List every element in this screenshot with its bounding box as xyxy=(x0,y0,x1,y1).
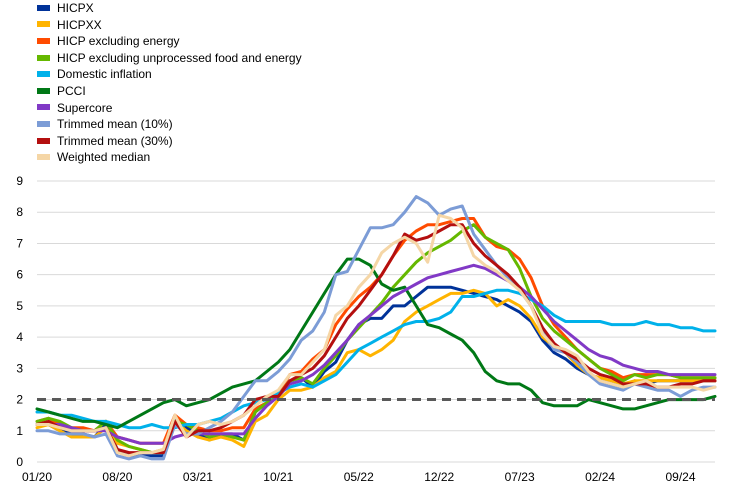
legend-swatch xyxy=(37,38,50,45)
legend-label: Trimmed mean (10%) xyxy=(57,117,173,132)
x-tick-label: 05/22 xyxy=(344,470,374,484)
legend-label: HICPX xyxy=(57,1,94,15)
y-tick-label: 4 xyxy=(16,330,23,344)
grid-lines xyxy=(37,180,715,463)
x-tick-label: 03/21 xyxy=(183,470,213,484)
legend-swatch xyxy=(37,104,50,111)
legend-label: HICP excluding energy xyxy=(57,34,180,49)
legend-label: Supercore xyxy=(57,100,113,115)
legend-item: HICP excluding energy xyxy=(37,33,302,50)
y-tick-label: 8 xyxy=(16,205,23,219)
legend-item: HICPX xyxy=(37,0,302,17)
x-tick-label: 02/24 xyxy=(585,470,615,484)
legend-swatch xyxy=(37,21,50,28)
legend-item: PCCI xyxy=(37,83,302,100)
y-axis-tick-labels: 0 1 2 3 4 5 6 7 8 9 xyxy=(16,174,23,469)
y-tick-label: 3 xyxy=(16,361,23,375)
legend-swatch xyxy=(37,4,50,11)
legend-label: Trimmed mean (30%) xyxy=(57,133,173,148)
y-tick-label: 5 xyxy=(16,299,23,313)
legend-label: Domestic inflation xyxy=(57,67,152,82)
legend-swatch xyxy=(37,154,50,161)
series-line xyxy=(35,288,717,430)
x-tick-label: 12/22 xyxy=(424,470,454,484)
legend-swatch xyxy=(37,71,50,78)
legend-label: HICP excluding unprocessed food and ener… xyxy=(57,50,302,65)
y-tick-label: 6 xyxy=(16,268,23,282)
legend-item: HICPXX xyxy=(37,17,302,34)
legend-item: Weighted median xyxy=(37,149,302,166)
y-tick-label: 2 xyxy=(16,393,23,407)
legend-swatch xyxy=(37,120,50,127)
series-lines xyxy=(35,195,717,461)
legend-item: Trimmed mean (10%) xyxy=(37,116,302,133)
legend-item: Domestic inflation xyxy=(37,66,302,83)
x-tick-label: 09/24 xyxy=(666,470,696,484)
legend-item: HICP excluding unprocessed food and ener… xyxy=(37,50,302,67)
x-tick-label: 08/20 xyxy=(102,470,132,484)
legend-label: HICPXX xyxy=(57,17,102,32)
x-tick-label: 07/23 xyxy=(505,470,535,484)
x-axis-tick-labels: 01/20 08/20 03/21 10/21 05/22 12/22 07/23 02/24… xyxy=(22,470,696,484)
y-tick-label: 0 xyxy=(16,455,23,469)
y-tick-label: 1 xyxy=(16,424,23,438)
chart-legend: HICPX HICPXX HICP excluding energy HICP exc… xyxy=(37,0,302,166)
legend-item: Trimmed mean (30%) xyxy=(37,133,302,150)
series-line xyxy=(35,195,717,461)
series-line xyxy=(35,257,717,430)
series-line xyxy=(35,217,717,445)
x-tick-label: 10/21 xyxy=(263,470,293,484)
legend-label: PCCI xyxy=(57,83,86,98)
legend-swatch xyxy=(37,54,50,61)
y-tick-label: 9 xyxy=(16,174,23,188)
legend-label: Weighted median xyxy=(57,150,151,165)
legend-swatch xyxy=(37,87,50,94)
y-tick-label: 7 xyxy=(16,236,23,250)
legend-item: Supercore xyxy=(37,100,302,117)
series-line xyxy=(35,263,717,445)
legend-swatch xyxy=(37,137,50,144)
series-line xyxy=(35,213,717,458)
x-tick-label: 01/20 xyxy=(22,470,52,484)
